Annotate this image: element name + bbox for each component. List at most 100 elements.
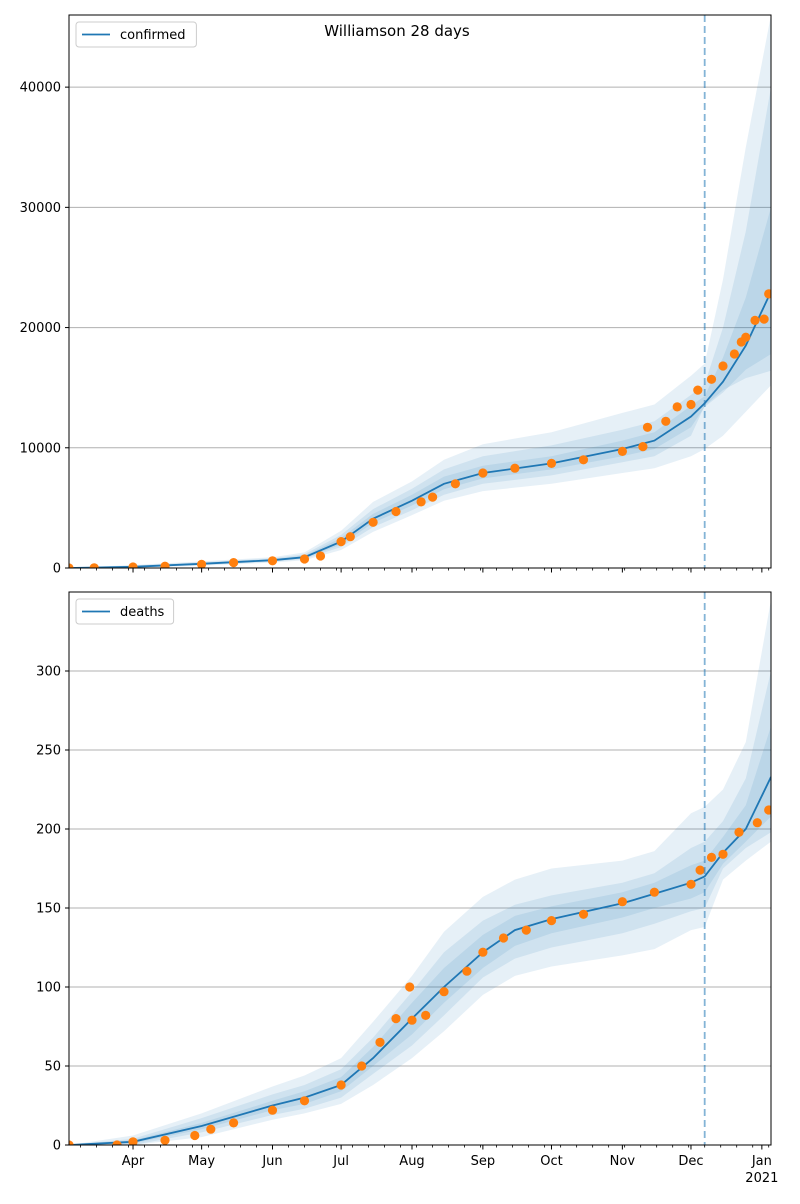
y-tick-label: 20000: [20, 321, 61, 336]
observed-point: [672, 402, 682, 412]
uncertainty-band-3: [69, 207, 771, 568]
observed-point: [510, 463, 520, 473]
legend-box: [75, 21, 197, 48]
confirmed-panel: 0 10000 20000 30000 40000 confirmed: [20, 14, 772, 577]
observed-point: [546, 916, 557, 926]
observed-point: [649, 887, 660, 897]
uncertainty-band-2: [69, 671, 771, 1145]
observed-point: [267, 1105, 278, 1115]
observed-point: [229, 558, 239, 568]
y-tick-label: 250: [36, 744, 61, 759]
observed-point: [439, 987, 449, 997]
observed-point: [357, 1061, 367, 1071]
observed-point: [416, 497, 426, 507]
x-tick-label: Nov: [610, 1154, 636, 1169]
observed-point: [229, 1118, 239, 1128]
figure-title: Williamson 28 days: [324, 22, 470, 40]
observed-point: [336, 1080, 346, 1090]
observed-point: [128, 562, 138, 568]
observed-point: [498, 933, 509, 943]
x-tick-label: Dec: [678, 1154, 703, 1169]
uncertainty-band-1: [69, 15, 771, 568]
plot-body: [69, 599, 771, 1145]
uncertainty-band-1: [69, 599, 771, 1145]
x-tick-label: Jun: [261, 1154, 282, 1169]
observed-point: [128, 1137, 138, 1145]
observed-point: [315, 551, 326, 561]
observed-point: [752, 818, 762, 828]
observed-point: [368, 517, 378, 527]
legend-label: deaths: [120, 605, 165, 620]
observed-point: [578, 909, 589, 919]
x-tick-label: May: [188, 1154, 215, 1169]
observed-point: [391, 1014, 401, 1024]
observed-point: [405, 982, 415, 992]
x-tick-label: Aug: [399, 1154, 424, 1169]
observed-point: [299, 554, 310, 564]
y-tick-label: 300: [36, 665, 61, 680]
observed-point: [89, 563, 99, 568]
observed-point: [638, 442, 648, 452]
x-year-label: 2021: [745, 1171, 778, 1186]
model-line-confirmed: [69, 291, 771, 568]
observed-point: [750, 315, 760, 325]
observed-point: [112, 1140, 122, 1145]
observed-point: [741, 332, 751, 342]
y-tick-label: 100: [36, 981, 61, 996]
observed-point: [706, 374, 717, 384]
axes-frame: [68, 14, 772, 569]
observed-point: [686, 879, 696, 889]
observed-point: [729, 349, 740, 359]
observed-point: [617, 446, 628, 456]
x-tick-label: Sep: [471, 1154, 496, 1169]
y-tick-label: 0: [53, 1139, 61, 1154]
legend-confirmed: confirmed: [75, 21, 197, 48]
legend-box: [75, 598, 175, 625]
observed-point: [706, 852, 717, 863]
observed-point: [718, 849, 728, 859]
observed-point: [160, 1135, 170, 1145]
legend-deaths: deaths: [75, 598, 175, 625]
observed-point: [299, 1096, 310, 1106]
uncertainty-band-2: [69, 87, 771, 568]
observed-point: [190, 1130, 200, 1141]
observed-point: [462, 966, 472, 976]
observed-point: [734, 827, 744, 837]
observed-point: [428, 492, 438, 502]
observed-point: [345, 532, 355, 542]
y-tick-label: 200: [36, 823, 61, 838]
observed-point: [69, 1140, 74, 1145]
observed-point: [478, 468, 488, 478]
legend-label: confirmed: [120, 28, 186, 43]
y-tick-label: 50: [44, 1060, 61, 1075]
y-tick-label: 150: [36, 902, 61, 917]
observed-point: [69, 563, 74, 568]
observed-point: [421, 1010, 431, 1021]
y-tick-label: 30000: [20, 201, 61, 216]
observed-point: [478, 947, 488, 957]
observed-point: [578, 455, 589, 465]
observed-point: [686, 399, 696, 410]
observed-point: [642, 422, 653, 432]
x-tick-label: Jan: [751, 1154, 772, 1169]
observed-point: [764, 289, 771, 299]
x-tick-label: Jul: [332, 1154, 349, 1169]
observed-point: [521, 925, 531, 935]
observed-point: [375, 1037, 385, 1047]
observed-point: [718, 361, 728, 371]
y-tick-label: 10000: [20, 441, 61, 456]
deaths-panel: 0 50 100 150 200 250 300 Apr May Jun Jul Aug Sep Oct N…: [36, 591, 778, 1186]
observed-point: [450, 479, 460, 489]
observed-point: [693, 385, 703, 395]
axes-frame: [68, 591, 772, 1146]
observed-point: [546, 458, 557, 468]
observed-point: [206, 1124, 216, 1134]
observed-point: [661, 416, 671, 426]
observed-point: [391, 506, 401, 517]
x-tick-label: Oct: [540, 1154, 562, 1169]
x-tick-label: Apr: [122, 1154, 145, 1169]
y-tick-label: 40000: [20, 81, 61, 96]
plot-body: [69, 15, 771, 568]
